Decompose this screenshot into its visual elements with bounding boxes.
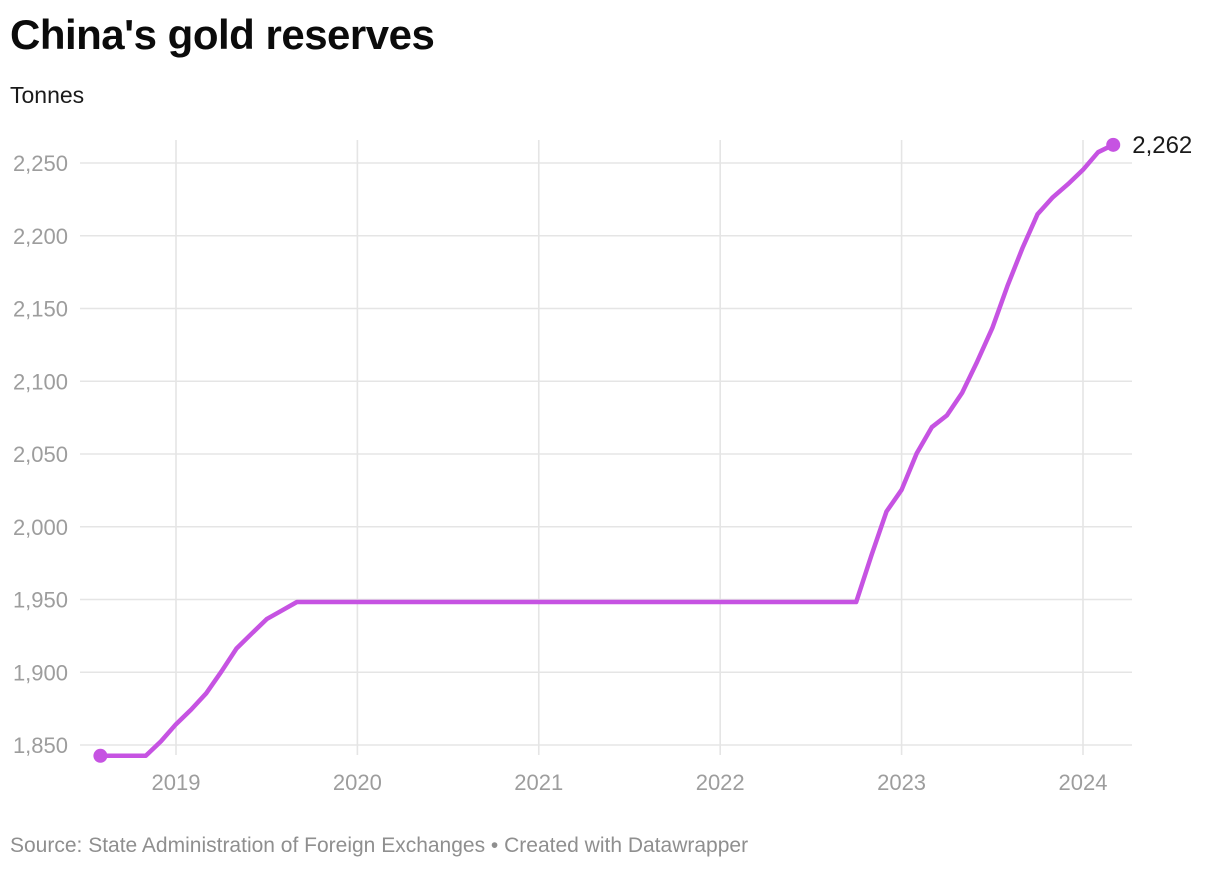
x-tick-label: 2022 <box>696 770 745 795</box>
y-tick-label: 2,250 <box>13 151 68 176</box>
x-axis-tick-labels: 2019 2020 2021 2022 2023 2024 <box>152 770 1108 795</box>
x-tick-label: 2023 <box>877 770 926 795</box>
y-tick-label: 1,850 <box>13 733 68 758</box>
horizontal-gridlines <box>80 162 1132 746</box>
x-tick-label: 2021 <box>514 770 563 795</box>
y-tick-label: 2,000 <box>13 515 68 540</box>
x-tick-label: 2019 <box>152 770 201 795</box>
chart-unit-label: Tonnes <box>10 82 85 108</box>
page-title: China's gold reserves <box>10 11 435 58</box>
y-tick-label: 2,200 <box>13 224 68 249</box>
y-tick-label: 2,100 <box>13 369 68 394</box>
source-attribution: Source: State Administration of Foreign … <box>10 834 749 857</box>
data-point-markers <box>93 137 1121 763</box>
y-tick-label: 1,950 <box>13 588 68 613</box>
series-path <box>98 142 1116 759</box>
end-value-label: 2,262 <box>1132 132 1192 159</box>
x-tick-label: 2024 <box>1059 770 1108 795</box>
end-point-dot <box>1106 137 1121 152</box>
y-axis-tick-labels: 1,850 1,900 1,950 2,000 2,050 2,100 2,150 2,200… <box>13 151 68 758</box>
y-tick-label: 2,150 <box>13 297 68 322</box>
end-value-annotation: 2,262 <box>1132 132 1192 159</box>
y-tick-label: 1,900 <box>13 660 68 685</box>
x-tick-label: 2020 <box>333 770 382 795</box>
data-series-line <box>98 142 1116 759</box>
start-point-dot <box>93 748 108 763</box>
line-chart: 1,850 1,900 1,950 2,000 2,050 2,100 2,150 2,200… <box>13 132 1192 795</box>
y-tick-label: 2,050 <box>13 442 68 467</box>
vertical-gridlines <box>175 140 1084 755</box>
